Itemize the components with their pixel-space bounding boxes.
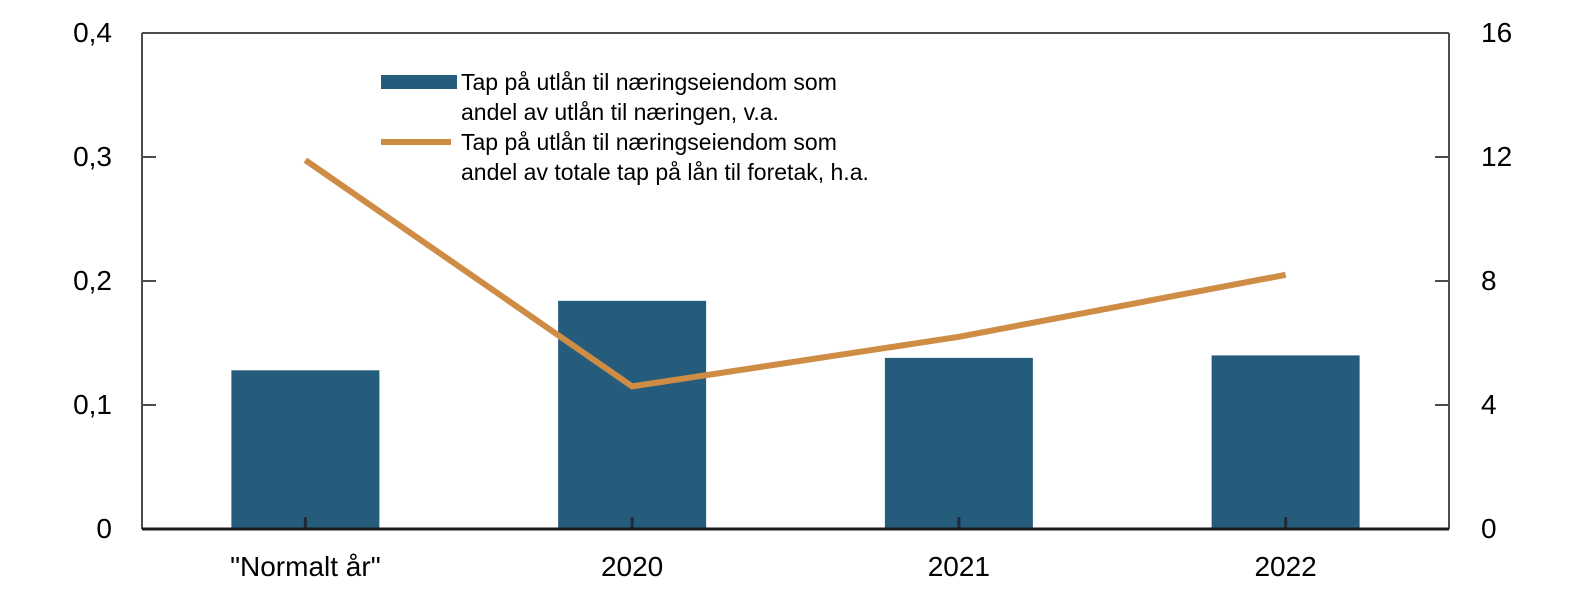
legend-bar-label-line1: Tap på utlån til næringseiendom som bbox=[461, 69, 837, 95]
x-category-label-1: 2020 bbox=[600, 551, 664, 582]
y-left-tick-label-0,3: 0,3 bbox=[73, 141, 112, 172]
legend-line-label-line1: Tap på utlån til næringseiendom som bbox=[461, 129, 837, 155]
y-left-tick-label-0,2: 0,2 bbox=[73, 265, 112, 296]
bar-2022 bbox=[1211, 355, 1360, 529]
y-left-tick-label-0,4: 0,4 bbox=[73, 17, 112, 48]
legend: Tap på utlån til næringseiendom som ande… bbox=[381, 67, 869, 187]
bar-series-swatch-icon bbox=[381, 75, 457, 89]
bar-2020 bbox=[558, 300, 707, 529]
y-right-tick-label-0: 0 bbox=[1481, 513, 1497, 544]
bar-2021 bbox=[884, 357, 1033, 529]
line-series bbox=[303, 157, 1287, 390]
x-category-label-3: 2022 bbox=[1254, 551, 1317, 582]
y-right-tick-label-4: 4 bbox=[1481, 389, 1497, 420]
y-right-tick-label-12: 12 bbox=[1481, 141, 1513, 172]
y-left-tick-label-0,1: 0,1 bbox=[73, 389, 112, 420]
x-category-label-2: 2021 bbox=[927, 551, 991, 582]
x-category-label-0: "Normalt år" bbox=[230, 551, 381, 582]
bar-Normaltår bbox=[231, 370, 380, 529]
y-right-tick-label-8: 8 bbox=[1481, 265, 1497, 296]
legend-bar-label-line2: andel av utlån til næringen, v.a. bbox=[461, 99, 779, 125]
y-right-tick-label-16: 16 bbox=[1481, 17, 1513, 48]
legend-item-line-series: Tap på utlån til næringseiendom som ande… bbox=[381, 127, 869, 187]
line-series-swatch-icon bbox=[381, 139, 451, 145]
legend-item-bar-series: Tap på utlån til næringseiendom som ande… bbox=[381, 67, 869, 127]
legend-line-label-line2: andel av totale tap på lån til foretak, … bbox=[461, 159, 869, 185]
y-left-tick-label-0: 0 bbox=[96, 513, 112, 544]
